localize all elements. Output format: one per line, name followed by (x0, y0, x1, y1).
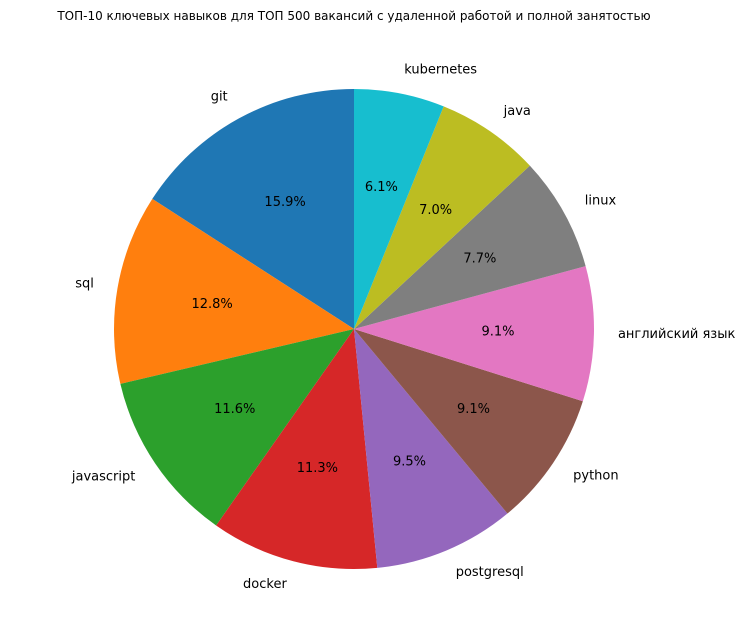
slice-percent-label: 11.3% (297, 461, 338, 476)
labels-layer: 15.9% git 12.8% sql 11.6% javascript 11.3% dock… (71, 62, 736, 591)
pie-slice (354, 106, 530, 329)
slice-category-label: docker (243, 577, 287, 592)
slice-category-label: linux (585, 193, 617, 208)
pie-slice (354, 165, 586, 329)
slice-category-label: python (573, 469, 618, 484)
slice-category-label: английский язык (618, 327, 736, 342)
slice-percent-label: 7.0% (419, 203, 452, 218)
slice-percent-label: 7.7% (463, 252, 496, 267)
slices-layer (114, 89, 594, 570)
slice-percent-label: 9.5% (393, 454, 426, 469)
pie-slice (120, 329, 354, 526)
pie-slice (354, 266, 594, 402)
pie-slice (354, 89, 444, 329)
slice-percent-label: 6.1% (365, 180, 398, 195)
slice-percent-label: 9.1% (481, 324, 514, 339)
slice-category-label: javascript (71, 469, 135, 484)
slice-category-label: kubernetes (404, 62, 477, 77)
slice-category-label: java (503, 104, 531, 119)
slice-category-label: git (211, 90, 228, 105)
pie-slice (152, 89, 354, 329)
pie-slice (216, 329, 378, 570)
pie-slice (354, 329, 583, 514)
pie-slice (354, 329, 508, 568)
slice-percent-label: 11.6% (214, 402, 255, 417)
slice-percent-label: 15.9% (264, 195, 305, 210)
pie-slice (114, 198, 354, 384)
slice-percent-label: 9.1% (457, 402, 490, 417)
slice-category-label: postgresql (456, 565, 524, 580)
slice-category-label: sql (75, 277, 94, 292)
chart-title: ТОП-10 ключевых навыков для ТОП 500 вака… (56, 9, 650, 23)
slice-percent-label: 12.8% (191, 297, 232, 312)
